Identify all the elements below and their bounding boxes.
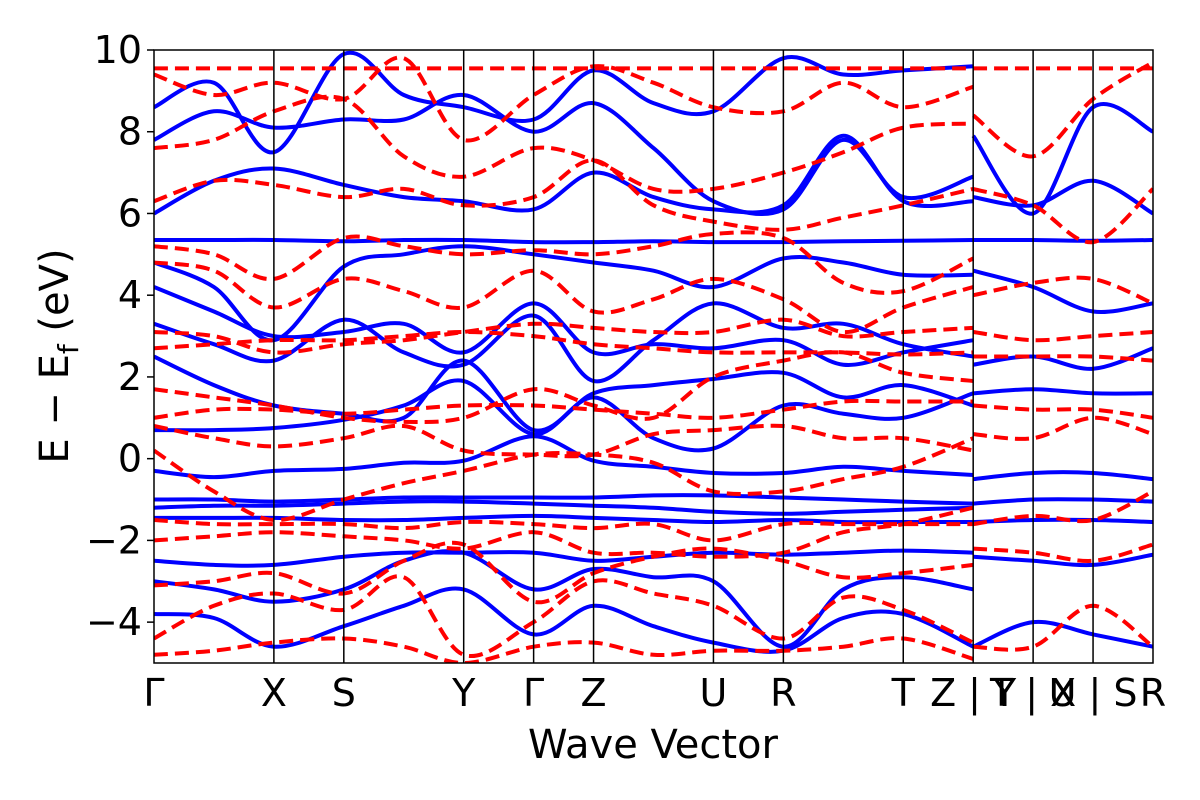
dashed-band-8 xyxy=(154,260,974,335)
dashed-band-19 xyxy=(973,403,1153,420)
dashed-band-9 xyxy=(154,230,975,295)
solid-band-1 xyxy=(154,237,974,245)
solid-band-7 xyxy=(154,499,974,516)
solid-band-2 xyxy=(973,237,1153,243)
y-axis-ticks: −4 −2 0 2 4 6 8 10 xyxy=(86,28,154,644)
high-symmetry-lines xyxy=(273,50,1094,663)
dashed-band-6 xyxy=(154,317,974,355)
x-axis-label: Wave Vector xyxy=(528,722,779,768)
solid-band-14 xyxy=(154,133,974,216)
solid-band-21 xyxy=(973,470,1153,482)
dashed-band-27 xyxy=(972,186,1153,245)
y-tick-label-2: −2 xyxy=(86,518,142,562)
x-tick-label-13: R xyxy=(1140,671,1166,715)
dashed-band-14 xyxy=(154,505,974,559)
dashed-band-12 xyxy=(154,55,974,143)
dashed-band-25 xyxy=(973,603,1153,652)
y-tick-label-4: 2 xyxy=(118,355,142,399)
y-tick-label-1: −4 xyxy=(86,600,142,644)
dashed-band-26 xyxy=(971,60,1153,159)
x-tick-label-5: Γ xyxy=(523,671,544,715)
dashed-band-13 xyxy=(154,518,974,543)
dashed-band-18 xyxy=(973,415,1153,441)
y-tick-label-7: 8 xyxy=(118,110,142,154)
solid-band-3 xyxy=(154,493,974,506)
y-tick-label-3: 0 xyxy=(118,437,142,481)
x-tick-label-11: T | X xyxy=(989,671,1076,716)
dashed-band-16 xyxy=(154,574,975,659)
dashed-band-2 xyxy=(154,398,974,420)
solid-band-18 xyxy=(154,549,974,649)
y-axis-label-main: E − E xyxy=(32,354,78,464)
dashed-band-5 xyxy=(154,330,974,357)
plot-frame xyxy=(153,49,1154,664)
solid-band-26 xyxy=(971,102,1153,216)
x-tick-label-10: Z | Y xyxy=(930,671,1017,716)
x-tick-label-12: U | S xyxy=(1049,671,1138,716)
x-tick-label-6: Z xyxy=(581,671,607,715)
solid-band-17 xyxy=(154,548,974,568)
x-tick-label-3: S xyxy=(332,671,356,715)
y-axis-label-subscript: f xyxy=(52,343,85,354)
dashed-band-24 xyxy=(973,542,1153,563)
solid-band-25 xyxy=(972,178,1153,216)
x-tick-label-8: R xyxy=(770,671,796,715)
y-tick-label-6: 6 xyxy=(118,191,142,235)
x-tick-label-1: Γ xyxy=(143,671,164,715)
dashed-band-15 xyxy=(154,540,974,605)
x-tick-label-9: T xyxy=(891,671,916,715)
solid-band-20 xyxy=(973,552,1153,568)
dashed-band-20 xyxy=(972,330,1153,343)
dashed-band-7 xyxy=(154,350,974,425)
dashed-band-11 xyxy=(154,94,974,194)
solid-band-15 xyxy=(154,92,974,217)
dashed-band-10 xyxy=(154,158,974,232)
y-axis-label-unit: (eV) xyxy=(32,248,78,344)
x-tick-label-2: X xyxy=(261,671,287,715)
bands-layer xyxy=(154,50,1153,663)
solid-band-24 xyxy=(972,268,1153,315)
dashed-band-22 xyxy=(972,275,1153,306)
solid-band-4 xyxy=(973,497,1153,506)
dashed-band-23 xyxy=(972,489,1153,527)
solid-band-9 xyxy=(154,434,974,480)
x-tick-label-7: U xyxy=(700,671,728,715)
y-tick-label-5: 4 xyxy=(118,273,142,317)
solid-band-19 xyxy=(154,586,975,654)
solid-band-22 xyxy=(973,387,1153,396)
dashed-band-17 xyxy=(154,636,974,663)
y-axis-label: E − Ef (eV) xyxy=(32,248,85,463)
dashed-band-3 xyxy=(154,423,974,459)
dashed-band-21 xyxy=(973,354,1153,363)
x-tick-label-4: Y xyxy=(451,671,476,715)
y-tick-label-8: 10 xyxy=(94,28,142,72)
